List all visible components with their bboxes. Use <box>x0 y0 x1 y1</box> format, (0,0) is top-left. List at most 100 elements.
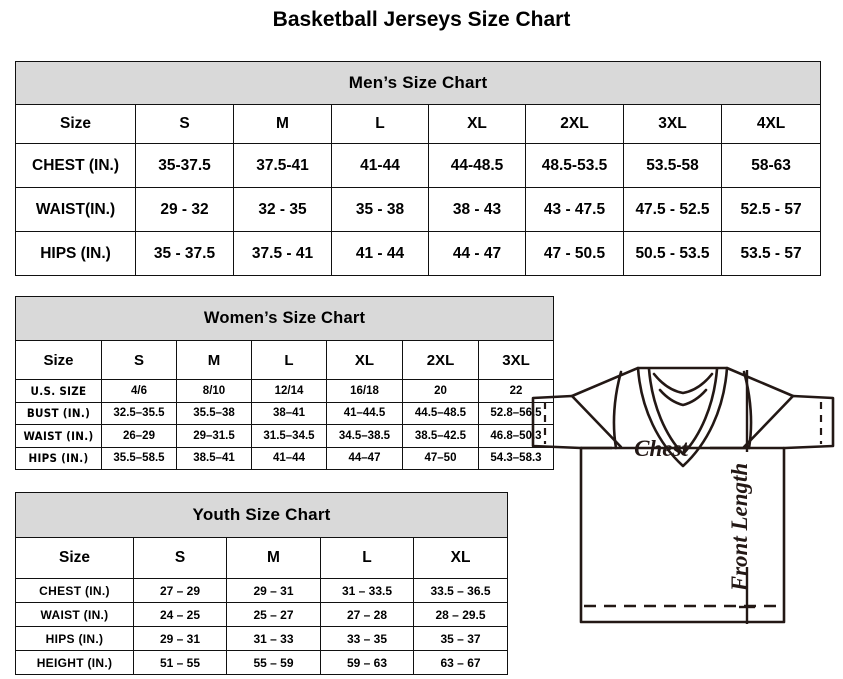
table-row: HIPS (IN.) 29 – 31 31 – 33 33 – 35 35 – … <box>15 626 509 651</box>
cell-value: 29 – 31 <box>133 626 227 651</box>
cell-value: 44-48.5 <box>428 143 526 188</box>
cell-value: 27 – 29 <box>133 578 227 603</box>
cell-value: 53.5 - 57 <box>720 231 822 276</box>
womens-col-header: XL <box>326 340 403 380</box>
cell-value: 50.5 - 53.5 <box>623 231 722 276</box>
mens-col-header: 2XL <box>525 104 624 144</box>
cell-value: 47.5 - 52.5 <box>623 187 722 232</box>
front-length-measure-line <box>739 370 755 624</box>
youth-header-row: Size S M L XL <box>15 537 509 579</box>
page-title: Basketball Jerseys Size Chart <box>272 8 571 31</box>
mens-col-header: L <box>331 104 429 144</box>
womens-header-row: Size S M L XL 2XL 3XL <box>15 340 554 380</box>
mens-col-header: XL <box>428 104 526 144</box>
mens-col-header: 3XL <box>623 104 722 144</box>
cell-value: 47–50 <box>402 446 479 470</box>
cell-value: 8/10 <box>176 379 252 403</box>
cell-value: 29–31.5 <box>176 424 252 448</box>
cell-value: 26–29 <box>101 424 177 448</box>
cell-value: 27 – 28 <box>320 602 414 627</box>
cell-value: 53.5-58 <box>623 143 722 188</box>
cell-value: 38.5–42.5 <box>402 424 479 448</box>
mens-col-header: S <box>135 104 234 144</box>
cell-value: 31.5–34.5 <box>251 424 327 448</box>
cell-value: 33.5 – 36.5 <box>412 578 509 603</box>
row-label: HIPS (IN.) <box>15 231 136 276</box>
youth-size-chart-table: Youth Size Chart Size S M L XL CHEST (IN… <box>14 492 509 675</box>
youth-col-header: XL <box>412 537 509 579</box>
cell-value: 41–44.5 <box>326 401 403 425</box>
cell-value: 20 <box>402 379 479 403</box>
row-label: HIPS (IN.) <box>15 626 134 651</box>
row-label: HIPS (IN.) <box>15 446 102 470</box>
front-length-label: Front Length <box>727 463 752 592</box>
chest-label: Chest <box>634 436 688 461</box>
youth-col-header: M <box>226 537 321 579</box>
cell-value: 35.5–58.5 <box>101 446 177 470</box>
cell-value: 37.5 - 41 <box>233 231 332 276</box>
cell-value: 37.5-41 <box>233 143 332 188</box>
row-label: CHEST (IN.) <box>15 143 136 188</box>
womens-size-chart-table: Women’s Size Chart Size S M L XL 2XL 3XL… <box>15 296 554 470</box>
womens-caption: Women’s Size Chart <box>15 296 554 341</box>
mens-header-row: Size S M L XL 2XL 3XL 4XL <box>15 104 822 144</box>
cell-value: 25 – 27 <box>226 602 321 627</box>
table-row: WAIST (IN.) 24 – 25 25 – 27 27 – 28 28 –… <box>15 602 509 627</box>
row-label: WAIST(IN.) <box>15 187 136 232</box>
cell-value: 35.5–38 <box>176 401 252 425</box>
womens-col-header: 2XL <box>402 340 479 380</box>
cell-value: 44 - 47 <box>428 231 526 276</box>
cell-value: 31 – 33.5 <box>320 578 414 603</box>
mens-col-header: Size <box>15 104 136 144</box>
row-label: BUST (IN.) <box>15 401 102 425</box>
table-row: HEIGHT (IN.) 51 – 55 55 – 59 59 – 63 63 … <box>15 650 509 675</box>
row-label: CHEST (IN.) <box>15 578 134 603</box>
mens-size-chart-table: Men’s Size Chart Size S M L XL 2XL 3XL 4… <box>14 61 822 276</box>
row-label: U.S. SIZE <box>15 379 102 403</box>
cell-value: 59 – 63 <box>320 650 414 675</box>
cell-value: 32.5–35.5 <box>101 401 177 425</box>
cell-value: 48.5-53.5 <box>525 143 624 188</box>
youth-caption: Youth Size Chart <box>14 492 509 538</box>
cell-value: 31 – 33 <box>226 626 321 651</box>
mens-caption-row: Men’s Size Chart <box>14 61 822 105</box>
cell-value: 38 - 43 <box>428 187 526 232</box>
womens-col-header: Size <box>15 340 102 380</box>
table-row: U.S. SIZE 4/6 8/10 12/14 16/18 20 22 <box>15 379 554 403</box>
cell-value: 24 – 25 <box>133 602 227 627</box>
table-row: CHEST (IN.) 35-37.5 37.5-41 41-44 44-48.… <box>15 143 822 188</box>
cell-value: 12/14 <box>251 379 327 403</box>
cell-value: 38–41 <box>251 401 327 425</box>
cell-value: 54.3–58.3 <box>478 446 554 470</box>
row-label: WAIST (IN.) <box>15 424 102 448</box>
youth-col-header: L <box>320 537 414 579</box>
table-row: HIPS (IN.) 35 - 37.5 37.5 - 41 41 - 44 4… <box>15 231 822 276</box>
cell-value: 44–47 <box>326 446 403 470</box>
cell-value: 35-37.5 <box>135 143 234 188</box>
left-sleeve-outline <box>531 394 623 450</box>
youth-col-header: S <box>133 537 227 579</box>
cell-value: 41–44 <box>251 446 327 470</box>
cell-value: 4/6 <box>101 379 177 403</box>
jersey-diagram: Chest Front Length <box>528 352 843 652</box>
cell-value: 35 - 37.5 <box>135 231 234 276</box>
womens-col-header: M <box>176 340 252 380</box>
womens-col-header: S <box>101 340 177 380</box>
cell-value: 44.5–48.5 <box>402 401 479 425</box>
cell-value: 33 – 35 <box>320 626 414 651</box>
table-row: WAIST (IN.) 26–29 29–31.5 31.5–34.5 34.5… <box>15 424 554 448</box>
cell-value: 41 - 44 <box>331 231 429 276</box>
table-row: BUST (IN.) 32.5–35.5 35.5–38 38–41 41–44… <box>15 401 554 425</box>
cell-value: 58-63 <box>720 143 822 188</box>
table-row: WAIST(IN.) 29 - 32 32 - 35 35 - 38 38 - … <box>15 187 822 232</box>
cell-value: 63 – 67 <box>412 650 509 675</box>
cell-value: 35 - 38 <box>331 187 429 232</box>
row-label: HEIGHT (IN.) <box>15 650 134 675</box>
womens-col-header: L <box>251 340 327 380</box>
cell-value: 51 – 55 <box>133 650 227 675</box>
cell-value: 28 – 29.5 <box>412 602 509 627</box>
youth-caption-row: Youth Size Chart <box>14 492 509 538</box>
cell-value: 52.8–56.5 <box>478 401 554 425</box>
youth-col-header: Size <box>15 537 134 579</box>
cell-value: 32 - 35 <box>233 187 332 232</box>
